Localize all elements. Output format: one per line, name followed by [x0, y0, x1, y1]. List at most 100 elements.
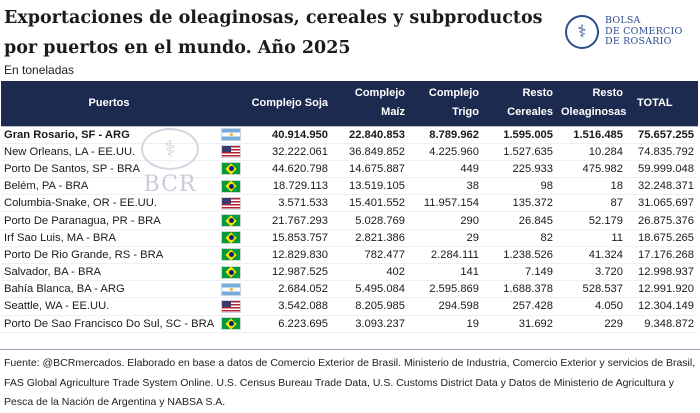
- cell-resto-cereales: 31.692: [483, 315, 557, 333]
- port-name: Belém, PA - BRA: [1, 177, 217, 196]
- table-row: Bahía Blanca, BA - ARG 2.684.052 5.495.084…: [1, 280, 698, 299]
- cell-maiz: 3.093.237: [332, 315, 409, 333]
- header-soja: Complejo Soja: [251, 96, 328, 109]
- logo-line: DE ROSARIO: [605, 36, 672, 48]
- country-flag-cell: [217, 246, 245, 265]
- country-flag-cell: [217, 194, 245, 213]
- table-row: Belém, PA - BRA 18.729.113 13.519.105 38 98 1…: [1, 177, 698, 196]
- cell-resto-cereales: 82: [483, 229, 557, 247]
- ports-export-table: Puertos Complejo Soja Complejo Maíz Comp…: [1, 81, 698, 333]
- cell-maiz: 14.675.887: [332, 160, 409, 179]
- table-row: Gran Rosario, SF - ARG 40.914.950 22.840.8…: [1, 125, 698, 144]
- port-name: Salvador, BA - BRA: [1, 263, 217, 282]
- port-name: Seattle, WA - EE.UU.: [1, 297, 217, 316]
- cell-resto-oleaginosas: 41.324: [557, 246, 627, 265]
- brazil-flag-icon: [221, 179, 241, 193]
- cell-total: 59.999.048: [627, 160, 698, 179]
- cell-soja: 12.829.830: [245, 246, 332, 265]
- cell-resto-oleaginosas: 52.179: [557, 211, 627, 230]
- port-name: Irf Sao Luis, MA - BRA: [1, 229, 217, 247]
- cell-soja: 3.542.088: [245, 297, 332, 316]
- cell-resto-cereales: 26.845: [483, 211, 557, 230]
- cell-soja: 6.223.695: [245, 315, 332, 333]
- cell-trigo: 294.598: [409, 297, 483, 316]
- port-name: New Orleans, LA - EE.UU.: [1, 143, 217, 161]
- country-flag-cell: [217, 297, 245, 316]
- table-body: Gran Rosario, SF - ARG 40.914.950 22.840.8…: [1, 125, 698, 333]
- port-name: Gran Rosario, SF - ARG: [1, 125, 217, 144]
- cell-resto-oleaginosas: 18: [557, 177, 627, 196]
- table-header-row: Puertos Complejo Soja Complejo Maíz Comp…: [1, 81, 698, 126]
- table-row: Irf Sao Luis, MA - BRA 15.853.757 2.821.38…: [1, 229, 698, 247]
- footer-divider: [0, 349, 700, 350]
- cell-soja: 32.222.061: [245, 143, 332, 161]
- cell-resto-cereales: 257.428: [483, 297, 557, 316]
- cell-trigo: 4.225.960: [409, 143, 483, 161]
- cell-maiz: 782.477: [332, 246, 409, 265]
- port-name: Bahía Blanca, BA - ARG: [1, 280, 217, 299]
- cell-trigo: 141: [409, 263, 483, 282]
- usa-flag-icon: [221, 299, 241, 313]
- caduceus-icon: ⚕: [565, 15, 599, 49]
- cell-maiz: 5.028.769: [332, 211, 409, 230]
- cell-maiz: 402: [332, 263, 409, 282]
- port-name: Columbia-Snake, OR - EE.UU.: [1, 194, 217, 213]
- cell-total: 26.875.376: [627, 211, 698, 230]
- cell-soja: 3.571.533: [245, 194, 332, 213]
- cell-maiz: 15.401.552: [332, 194, 409, 213]
- cell-resto-cereales: 1.527.635: [483, 143, 557, 161]
- cell-total: 75.657.255: [627, 125, 698, 144]
- cell-soja: 44.620.798: [245, 160, 332, 179]
- logo-text: BOLSA DE COMERCIO DE ROSARIO: [605, 16, 682, 48]
- header-maiz: Complejo Maíz: [354, 87, 405, 119]
- source-note: Fuente: @BCRmercados. Elaborado en base …: [4, 357, 696, 408]
- cell-resto-oleaginosas: 3.720: [557, 263, 627, 282]
- table-row: New Orleans, LA - EE.UU. 32.222.061 36.849…: [1, 143, 698, 161]
- brazil-flag-icon: [221, 248, 241, 262]
- header-flag: [217, 81, 245, 126]
- cell-maiz: 5.495.084: [332, 280, 409, 299]
- logo-line: BOLSA: [605, 15, 641, 27]
- cell-resto-oleaginosas: 475.982: [557, 160, 627, 179]
- table-row: Seattle, WA - EE.UU. 3.542.088 8.205.985 29…: [1, 297, 698, 316]
- cell-total: 18.675.265: [627, 229, 698, 247]
- header-port: Puertos: [88, 96, 130, 109]
- cell-resto-oleaginosas: 528.537: [557, 280, 627, 299]
- cell-soja: 40.914.950: [245, 125, 332, 144]
- cell-resto-oleaginosas: 229: [557, 315, 627, 333]
- cell-trigo: 2.595.869: [409, 280, 483, 299]
- header-trigo: Complejo Trigo: [428, 87, 479, 119]
- logo-line: DE COMERCIO: [605, 25, 683, 37]
- usa-flag-icon: [221, 145, 241, 159]
- cell-total: 9.348.872: [627, 315, 698, 333]
- table-row: Columbia-Snake, OR - EE.UU. 3.571.533 15.4…: [1, 194, 698, 213]
- cell-soja: 15.853.757: [245, 229, 332, 247]
- country-flag-cell: [217, 280, 245, 299]
- header-resto-cereales: Resto Cereales: [507, 87, 553, 119]
- brazil-flag-icon: [221, 317, 241, 331]
- bcr-logo: ⚕ BOLSA DE COMERCIO DE ROSARIO: [565, 12, 695, 52]
- cell-trigo: 29: [409, 229, 483, 247]
- cell-resto-cereales: 225.933: [483, 160, 557, 179]
- cell-trigo: 290: [409, 211, 483, 230]
- cell-trigo: 8.789.962: [409, 125, 483, 144]
- page-title: Exportaciones de oleaginosas, cereales y…: [4, 8, 543, 58]
- port-name: Porto De Sao Francisco Do Sul, SC - BRA: [1, 315, 217, 333]
- country-flag-cell: [217, 229, 245, 247]
- table-row: Porto De Paranagua, PR - BRA 21.767.293 5.…: [1, 211, 698, 230]
- cell-resto-oleaginosas: 1.516.485: [557, 125, 627, 144]
- cell-resto-cereales: 1.238.526: [483, 246, 557, 265]
- country-flag-cell: [217, 211, 245, 230]
- cell-resto-oleaginosas: 87: [557, 194, 627, 213]
- cell-soja: 18.729.113: [245, 177, 332, 196]
- brazil-flag-icon: [221, 162, 241, 176]
- cell-resto-cereales: 1.595.005: [483, 125, 557, 144]
- cell-resto-cereales: 1.688.378: [483, 280, 557, 299]
- table-row: Salvador, BA - BRA 12.987.525 402 141 7.149 3…: [1, 263, 698, 282]
- cell-trigo: 449: [409, 160, 483, 179]
- cell-maiz: 22.840.853: [332, 125, 409, 144]
- cell-total: 12.998.937: [627, 263, 698, 282]
- cell-total: 12.304.149: [627, 297, 698, 316]
- cell-soja: 2.684.052: [245, 280, 332, 299]
- argentina-flag-icon: [221, 282, 241, 296]
